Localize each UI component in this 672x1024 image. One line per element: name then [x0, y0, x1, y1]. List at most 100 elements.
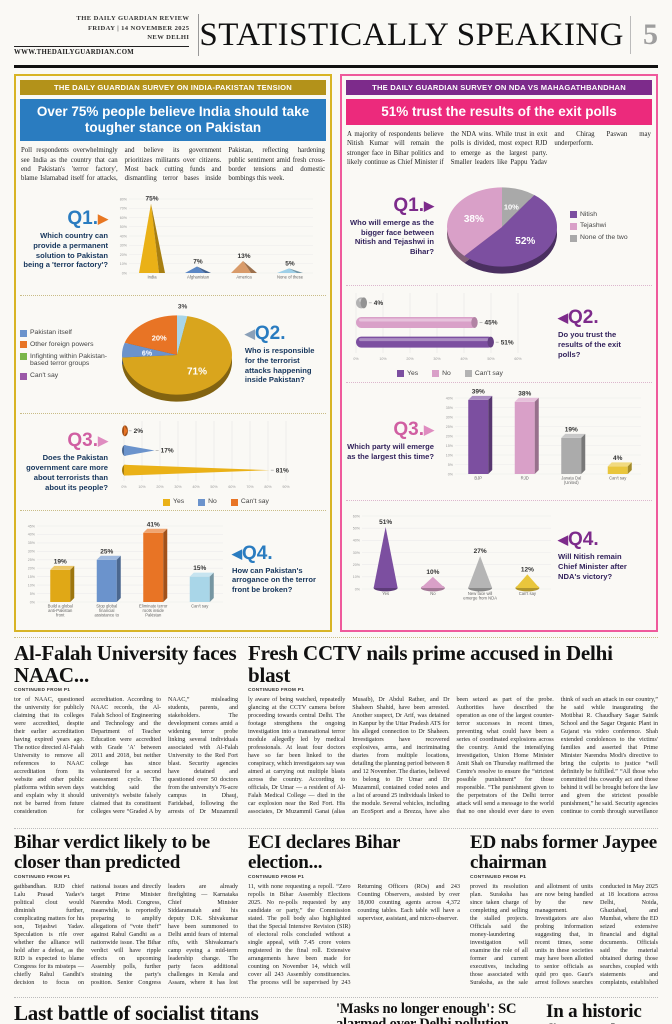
svg-text:10%: 10%: [353, 575, 361, 579]
svg-text:Stop global: Stop global: [96, 603, 117, 608]
article-body: tor of NAAC, questioned the university f…: [14, 696, 238, 816]
svg-text:Eliminate terror: Eliminate terror: [139, 603, 168, 608]
legend-swatch-icon: [432, 370, 440, 378]
svg-text:51%: 51%: [379, 519, 392, 526]
svg-text:25%: 25%: [100, 548, 113, 555]
legend-item: None of the two: [570, 234, 648, 242]
svg-text:3%: 3%: [178, 303, 188, 310]
q2-question: Do you trust the results of the exit pol…: [558, 329, 621, 359]
legend-item: Infighting within Pakistan-based terror …: [20, 353, 109, 369]
svg-text:60%: 60%: [353, 514, 361, 518]
svg-text:Afghanistan: Afghanistan: [187, 275, 210, 280]
legend-swatch-icon: [198, 498, 206, 506]
question-block-q4: ◀Q4. Will Nitish remain Chief Minister a…: [558, 530, 642, 582]
svg-text:35%: 35%: [446, 405, 454, 409]
question-block-q3: Q3.▶ Does the Pakistan government care m…: [20, 431, 108, 492]
svg-text:13%: 13%: [237, 253, 250, 260]
svg-text:45%: 45%: [485, 320, 498, 327]
svg-text:38%: 38%: [464, 214, 484, 225]
bar3d-chart-q4: 0% 5% 10% 15% 20% 25% 30% 35% 40% 45% 19% Build a g…: [20, 515, 228, 624]
article-eci-election: ECI declares Bihar election... CONTINUED…: [248, 833, 460, 993]
svg-text:30%: 30%: [28, 550, 36, 554]
continued-kicker: CONTINUED FROM P1: [470, 874, 527, 880]
legend-item: No: [198, 498, 217, 506]
article-headline: ED nabs former Jaypee chairman: [470, 831, 658, 873]
svg-text:5%: 5%: [285, 260, 295, 267]
divider: [346, 381, 652, 383]
svg-text:20%: 20%: [446, 434, 454, 438]
svg-text:10%: 10%: [426, 569, 439, 576]
svg-text:Can't say: Can't say: [191, 603, 209, 608]
bar-legend-q3: Yes No Can't say: [163, 498, 269, 506]
q1-label: Q1.: [393, 194, 424, 216]
article-sc-pollution: 'Masks no longer enough': SC alarmed ove…: [336, 1001, 536, 1024]
legend-item: Other foreign powers: [20, 341, 109, 349]
svg-text:60%: 60%: [228, 485, 236, 489]
svg-text:20%: 20%: [156, 485, 164, 489]
svg-text:15%: 15%: [28, 575, 36, 579]
q1-question: Who will emerge as the bigger face betwe…: [350, 217, 434, 257]
survey-panel-nda-mahagathbandhan: THE DAILY GUARDIAN SURVEY ON NDA VS MAHA…: [340, 74, 658, 632]
bar3d-chart-q3: 0% 5% 10% 15% 20% 25% 30% 35% 40% 39% BJP 38% RJD 19%…: [438, 387, 646, 496]
survey-headline: Over 75% people believe India should tak…: [20, 99, 326, 142]
pyramid-chart-q1: 0% 10% 20% 30% 40% 50% 60% 70% 80% 75% India 7% Afgh…: [112, 188, 316, 291]
svg-text:19%: 19%: [54, 558, 67, 565]
question-row-q3: Q3.▶ Which party will emerge as the larg…: [346, 385, 652, 498]
svg-text:RJD: RJD: [521, 475, 529, 480]
section-divider: [14, 636, 658, 638]
cone-bar-chart-q3: 0% 10% 20% 30% 40% 50% 60% 70% 80% 90% 2% 17% 81%: [112, 418, 320, 497]
svg-text:10%: 10%: [379, 357, 387, 361]
svg-text:New face will: New face will: [468, 591, 493, 596]
svg-text:80%: 80%: [120, 197, 128, 201]
survey-tag: THE DAILY GUARDIAN SURVEY ON NDA VS MAHA…: [346, 80, 652, 95]
svg-text:40%: 40%: [28, 533, 36, 537]
arrow-right-icon: ▶: [424, 422, 434, 438]
legend-swatch-icon: [570, 222, 577, 230]
svg-text:10%: 10%: [120, 262, 128, 266]
question-block-q2: ◀Q2. Who is responsible for the terroris…: [245, 324, 326, 385]
svg-text:40%: 40%: [446, 396, 454, 400]
article-row-c: Last battle of socialist titans CONTINUE…: [14, 1000, 658, 1024]
svg-text:20%: 20%: [120, 253, 128, 257]
svg-text:10%: 10%: [138, 485, 146, 489]
article-cctv-blast: Fresh CCTV nails prime accused in Delhi …: [248, 642, 658, 824]
legend-swatch-icon: [20, 353, 27, 361]
header-rule: [14, 65, 658, 68]
article-bihar-verdict: Bihar verdict likely to be closer than p…: [14, 833, 238, 993]
article-calcutta-hc: In a historic first, Calcutta HC... CONT…: [546, 1000, 664, 1024]
svg-text:25%: 25%: [28, 558, 36, 562]
svg-text:0%: 0%: [448, 472, 454, 476]
legend-item: Tejashwi: [570, 222, 648, 230]
article-body: 11, with none requesting a repoll. “Zero…: [248, 883, 460, 987]
svg-text:80%: 80%: [264, 485, 272, 489]
article-body: proved its resolution plan. Suraksha has…: [470, 883, 658, 987]
svg-text:17%: 17%: [161, 448, 174, 455]
svg-text:4%: 4%: [613, 455, 623, 462]
svg-text:0%: 0%: [30, 600, 36, 604]
svg-text:7%: 7%: [193, 259, 203, 266]
q2-question: Who is responsible for the terrorist att…: [244, 345, 315, 385]
q1-question: Which country can provide a permanent so…: [23, 230, 108, 270]
svg-text:15%: 15%: [446, 443, 454, 447]
svg-text:45%: 45%: [28, 524, 36, 528]
paper-date: FRIDAY | 14 NOVEMBER 2025: [87, 24, 190, 32]
svg-text:71%: 71%: [187, 366, 207, 377]
svg-text:19%: 19%: [565, 426, 578, 433]
svg-text:(United): (United): [564, 480, 579, 485]
question-row-q2: Pakistan itself Other foreign powers Infig…: [20, 298, 326, 411]
svg-text:50%: 50%: [353, 526, 361, 530]
article-headline: In a historic first, Calcutta HC...: [546, 1000, 656, 1024]
svg-text:front: front: [56, 613, 65, 618]
svg-text:50%: 50%: [210, 485, 218, 489]
svg-text:5%: 5%: [448, 462, 454, 466]
divider: [20, 295, 326, 297]
svg-text:0%: 0%: [121, 485, 127, 489]
svg-text:50%: 50%: [487, 357, 495, 361]
paper-url: WWW.THEDAILYGUARDIAN.COM: [14, 46, 190, 56]
svg-text:emerge from NDA: emerge from NDA: [463, 595, 497, 600]
q4-label: Q4.: [568, 529, 599, 551]
article-headline: Last battle of socialist titans: [14, 1000, 259, 1024]
q3-label: Q3.: [67, 430, 98, 452]
legend-swatch-icon: [20, 341, 27, 349]
survey-intro: A majority of respondents believe Nitish…: [347, 131, 651, 166]
